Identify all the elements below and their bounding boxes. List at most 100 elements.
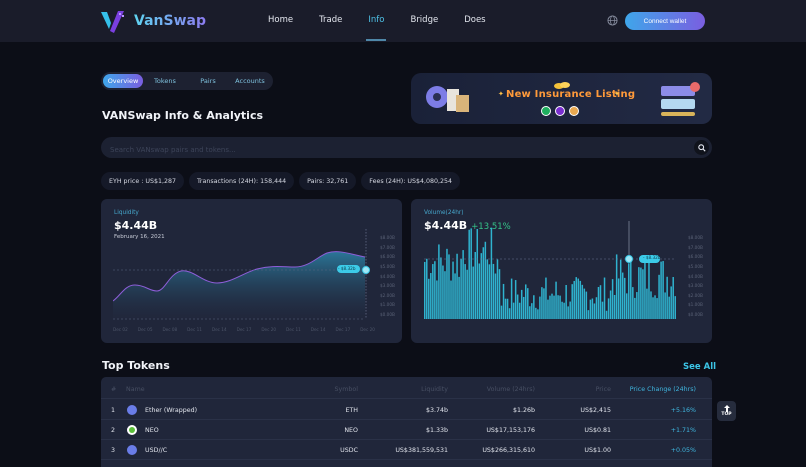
y-tick: $3.00B bbox=[380, 283, 395, 289]
y-tick: $3.00B bbox=[688, 283, 703, 289]
liquidity-area-chart[interactable] bbox=[113, 229, 378, 321]
row-name[interactable]: USD//C bbox=[145, 446, 168, 454]
volume-bar-chart[interactable] bbox=[424, 219, 684, 321]
token-badges bbox=[541, 106, 579, 116]
row-liquidity: $3.74b bbox=[425, 406, 448, 414]
green-token-icon bbox=[541, 106, 551, 116]
y-tick: $4.00B bbox=[688, 273, 703, 279]
search-icon bbox=[697, 143, 706, 152]
coins-icon bbox=[554, 82, 570, 89]
x-tick: Dec 20 bbox=[261, 327, 277, 332]
y-tick: $0.00B bbox=[688, 312, 703, 317]
row-name[interactable]: Ether (Wrapped) bbox=[145, 406, 198, 414]
y-tick: $8.00B bbox=[688, 235, 703, 240]
search-button[interactable] bbox=[694, 140, 709, 155]
y-tick: $1.00B bbox=[688, 302, 703, 308]
y-tick: $8.00B bbox=[380, 235, 395, 240]
row-rank: 1 bbox=[111, 406, 116, 414]
top-label: TOP bbox=[721, 412, 732, 417]
table-row[interactable]: 2 NEO NEO $1.33b US$17,153,176 US$0.81 +… bbox=[101, 420, 712, 440]
table-header: # Name Symbol Liquidity Volume (24hrs) P… bbox=[101, 379, 712, 399]
globe-icon[interactable] bbox=[607, 15, 618, 26]
volume-value-row: $4.44B +13.51% bbox=[424, 219, 511, 232]
sparkle-right-icon: ✦ bbox=[614, 90, 620, 98]
promo-banner[interactable]: ✦ New Insurance Listing ✦ bbox=[411, 73, 712, 124]
y-tick: $2.00B bbox=[688, 292, 703, 298]
y-tick: $4.00B bbox=[380, 273, 395, 279]
row-change: +0.05% bbox=[670, 446, 696, 454]
y-tick: $7.00B bbox=[688, 244, 703, 250]
nav-trade[interactable]: Trade bbox=[319, 15, 343, 25]
usdc-icon bbox=[127, 440, 137, 460]
col-name[interactable]: Name bbox=[126, 385, 145, 393]
y-tick: $1.00B bbox=[380, 302, 395, 308]
x-tick: Dec 17 bbox=[236, 327, 252, 332]
volume-value: $4.44B bbox=[424, 219, 468, 232]
top-tokens-title: Top Tokens bbox=[102, 359, 170, 372]
cards-illustration-icon bbox=[661, 82, 700, 116]
volume-tooltip: - $8.32b bbox=[643, 255, 661, 260]
nav-home[interactable]: Home bbox=[268, 15, 294, 25]
gold-token-icon bbox=[569, 106, 579, 116]
table-row[interactable]: 3 USD//C USDC US$381,559,531 US$266,315,… bbox=[101, 440, 712, 460]
scroll-to-top-button[interactable]: TOP bbox=[717, 401, 736, 421]
x-tick: Dec 11 bbox=[286, 327, 301, 332]
liquidity-card: Liquidity $4.44B February 16, 2021 - $8.… bbox=[101, 199, 402, 343]
nav-links: Home Trade Info Bridge Does bbox=[268, 15, 512, 41]
col-price-change[interactable]: Price Change (24hrs) bbox=[629, 385, 696, 393]
y-tick: $5.00B bbox=[688, 263, 703, 269]
nav-does[interactable]: Does bbox=[464, 15, 486, 25]
row-price: US$0.81 bbox=[584, 426, 611, 434]
tab-overview[interactable]: Overview bbox=[103, 74, 143, 88]
brand-name: VanSwap bbox=[134, 13, 206, 29]
search-bar bbox=[101, 137, 712, 161]
y-tick: $2.00B bbox=[380, 292, 395, 298]
info-tabs: Overview Tokens Pairs Accounts bbox=[101, 72, 273, 90]
col-price[interactable]: Price bbox=[595, 385, 611, 393]
liquidity-label: Liquidity bbox=[114, 210, 139, 216]
row-price: US$1.00 bbox=[584, 446, 611, 454]
brand-logo[interactable]: VanSwap bbox=[100, 9, 206, 33]
stat-transactions: Transactions (24H): 158,444 bbox=[189, 172, 295, 190]
volume-label: Volume(24hr) bbox=[424, 210, 464, 216]
search-input[interactable] bbox=[101, 139, 661, 161]
tab-pairs[interactable]: Pairs bbox=[200, 77, 216, 85]
tab-accounts[interactable]: Accounts bbox=[235, 77, 265, 85]
nav-info[interactable]: Info bbox=[366, 15, 387, 41]
x-tick: Dec 08 bbox=[162, 327, 178, 332]
volume-change: +13.51% bbox=[471, 222, 511, 232]
row-volume: $1.26b bbox=[512, 406, 535, 414]
x-tick: Dec 14 bbox=[211, 327, 227, 332]
table-row[interactable]: 1 Ether (Wrapped) ETH $3.74b $1.26b US$2… bbox=[101, 400, 712, 420]
col-volume[interactable]: Volume (24hrs) bbox=[486, 385, 535, 393]
nav-bridge[interactable]: Bridge bbox=[410, 15, 439, 25]
arrow-up-icon bbox=[723, 405, 730, 412]
x-tick: Dec 05 bbox=[137, 327, 153, 332]
see-all-link[interactable]: See All bbox=[683, 362, 717, 372]
x-tick: Dec 02 bbox=[113, 327, 128, 332]
stat-eyh-price: EYH price : US$1,287 bbox=[101, 172, 184, 190]
liquidity-x-axis: Dec 02 Dec 05 Dec 08 Dec 11 Dec 14 Dec 1… bbox=[113, 327, 375, 332]
stat-pairs: Pairs: 32,761 bbox=[299, 172, 357, 190]
x-tick: Dec 20 bbox=[360, 327, 375, 332]
banner-title: New Insurance Listing bbox=[506, 89, 636, 100]
row-liquidity: $1.33b bbox=[425, 426, 448, 434]
row-name[interactable]: NEO bbox=[145, 426, 159, 434]
stat-fees: Fees (24H): US$4,080,254 bbox=[361, 172, 461, 190]
col-symbol[interactable]: Symbol bbox=[334, 385, 358, 393]
y-tick: $5.00B bbox=[380, 263, 395, 269]
row-symbol: USDC bbox=[340, 446, 358, 454]
col-rank: # bbox=[111, 385, 117, 393]
sparkle-left-icon: ✦ bbox=[498, 90, 504, 98]
row-change: +5.16% bbox=[670, 406, 696, 414]
row-liquidity: US$381,559,531 bbox=[395, 446, 448, 454]
volume-card: Volume(24hr) $4.44B +13.51% - $8.32b $8.0… bbox=[411, 199, 712, 343]
page-title: VANSwap Info & Analytics bbox=[102, 109, 264, 122]
tab-tokens[interactable]: Tokens bbox=[154, 77, 176, 85]
purple-token-icon bbox=[555, 106, 565, 116]
eth-icon bbox=[127, 400, 137, 420]
liquidity-date: February 16, 2021 bbox=[114, 234, 165, 240]
x-tick: Dec 17 bbox=[335, 327, 351, 332]
col-liquidity[interactable]: Liquidity bbox=[421, 385, 448, 393]
connect-wallet-button[interactable]: Connect wallet bbox=[625, 12, 705, 30]
